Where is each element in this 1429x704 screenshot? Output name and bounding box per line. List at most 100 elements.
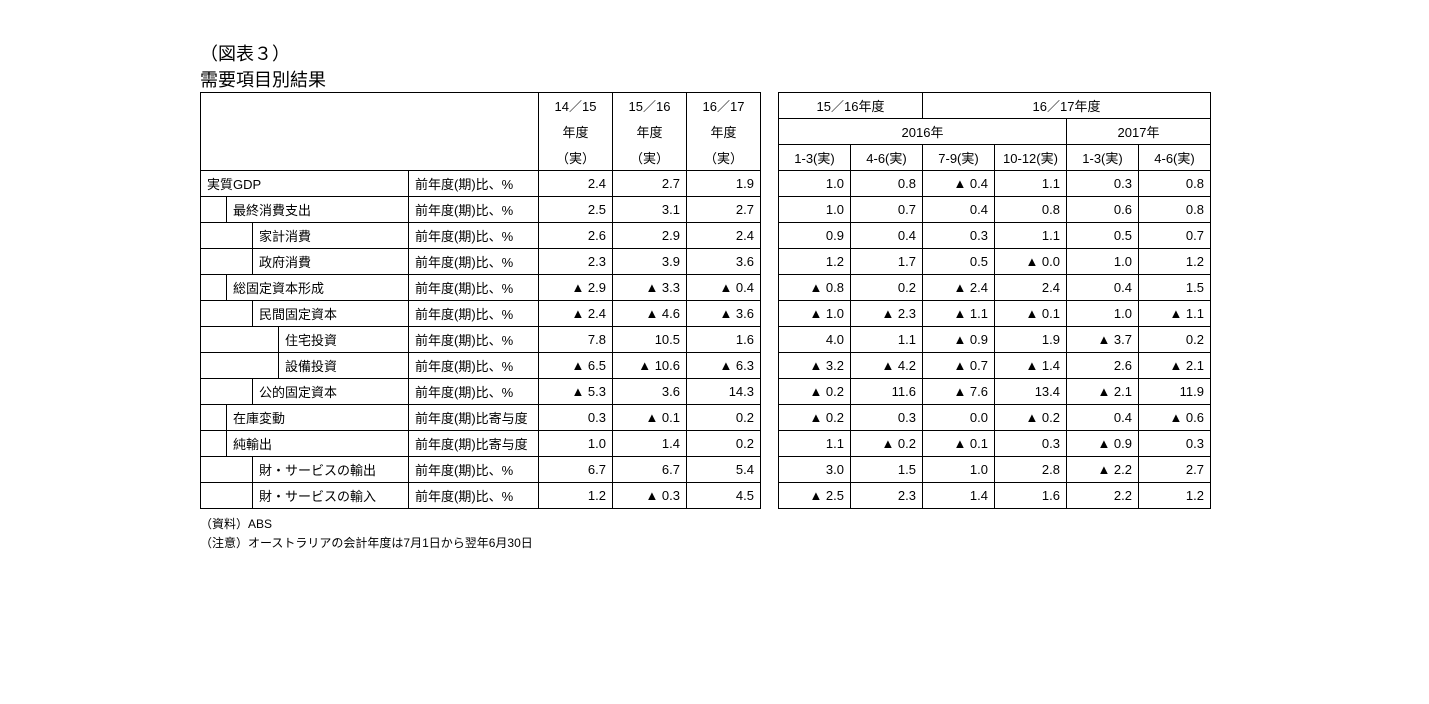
quarter-value: 0.5 [923,249,995,275]
annual-value: ▲ 6.5 [539,353,613,379]
quarter-value: ▲ 1.1 [1139,301,1211,327]
annual-value: 7.8 [539,327,613,353]
table-row: 民間固定資本前年度(期)比、%▲ 2.4▲ 4.6▲ 3.6▲ 1.0▲ 2.3… [201,301,1211,327]
col-year-2017: 2017年 [1067,119,1211,145]
quarter-value: 0.2 [851,275,923,301]
row-label: 総固定資本形成 [227,275,409,301]
row-label: 公的固定資本 [253,379,409,405]
quarter-value: 0.8 [995,197,1067,223]
quarter-value: ▲ 2.5 [779,483,851,509]
quarter-value: 1.1 [779,431,851,457]
quarter-value: ▲ 0.2 [995,405,1067,431]
quarter-value: ▲ 0.9 [1067,431,1139,457]
quarter-value: 2.7 [1139,457,1211,483]
quarter-value: ▲ 2.1 [1067,379,1139,405]
quarter-value: 0.8 [1139,171,1211,197]
annual-value: 0.2 [687,405,761,431]
annual-value: 2.7 [687,197,761,223]
quarter-value: ▲ 0.9 [923,327,995,353]
quarter-value: 0.9 [779,223,851,249]
quarter-value: ▲ 0.2 [779,379,851,405]
quarter-value: 2.6 [1067,353,1139,379]
quarter-value: 1.7 [851,249,923,275]
annual-value: ▲ 10.6 [613,353,687,379]
row-unit: 前年度(期)比寄与度 [409,405,539,431]
annual-value: 4.5 [687,483,761,509]
quarter-value: ▲ 0.8 [779,275,851,301]
annual-value: ▲ 0.3 [613,483,687,509]
annual-value: 0.2 [687,431,761,457]
quarter-value: 13.4 [995,379,1067,405]
annual-value: 1.2 [539,483,613,509]
row-unit: 前年度(期)比、% [409,275,539,301]
quarter-value: ▲ 1.4 [995,353,1067,379]
quarter-value: ▲ 2.4 [923,275,995,301]
quarter-value: 4.0 [779,327,851,353]
annual-value: 3.1 [613,197,687,223]
header-row-2: 年度 年度 年度 2016年 2017年 [201,119,1211,145]
caution-note: （注意）オーストラリアの会計年度は7月1日から翌年6月30日 [200,534,1369,553]
header-row-1: 14／15 15／16 16／17 15／16年度 16／17年度 [201,93,1211,119]
quarter-value: 0.7 [851,197,923,223]
row-label: 財・サービスの輸出 [253,457,409,483]
row-label: 実質GDP [201,171,409,197]
annual-value: 3.9 [613,249,687,275]
quarter-value: 0.3 [1067,171,1139,197]
quarter-value: ▲ 3.2 [779,353,851,379]
row-unit: 前年度(期)比、% [409,379,539,405]
col-q6: 4-6(実) [1139,145,1211,171]
quarter-value: 1.1 [995,223,1067,249]
row-unit: 前年度(期)比、% [409,301,539,327]
row-label: 民間固定資本 [253,301,409,327]
quarter-value: ▲ 2.2 [1067,457,1139,483]
annual-value: 2.7 [613,171,687,197]
annual-value: 2.9 [613,223,687,249]
quarter-value: ▲ 0.1 [995,301,1067,327]
annual-value: ▲ 5.3 [539,379,613,405]
row-unit: 前年度(期)比、% [409,223,539,249]
source-note: （資料）ABS [200,515,1369,534]
annual-value: 1.0 [539,431,613,457]
row-unit: 前年度(期)比、% [409,353,539,379]
annual-value: ▲ 4.6 [613,301,687,327]
data-table: 14／15 15／16 16／17 15／16年度 16／17年度 年度 年度 … [200,92,1211,509]
annual-value: 10.5 [613,327,687,353]
col-q3: 7-9(実) [923,145,995,171]
quarter-value: ▲ 7.6 [923,379,995,405]
quarter-value: 0.5 [1067,223,1139,249]
table-row: 最終消費支出前年度(期)比、%2.53.12.71.00.70.40.80.60… [201,197,1211,223]
quarter-value: 0.6 [1067,197,1139,223]
quarter-value: 11.9 [1139,379,1211,405]
row-label: 住宅投資 [279,327,409,353]
row-unit: 前年度(期)比、% [409,249,539,275]
quarter-value: 1.0 [779,171,851,197]
quarter-value: 2.4 [995,275,1067,301]
table-row: 政府消費前年度(期)比、%2.33.93.61.21.70.5▲ 0.01.01… [201,249,1211,275]
row-unit: 前年度(期)比、% [409,483,539,509]
quarter-value: 3.0 [779,457,851,483]
annual-value: ▲ 0.1 [613,405,687,431]
quarter-value: 1.2 [1139,249,1211,275]
row-label: 純輸出 [227,431,409,457]
quarter-value: 0.3 [851,405,923,431]
annual-value: 2.5 [539,197,613,223]
row-unit: 前年度(期)比、% [409,171,539,197]
annual-value: 14.3 [687,379,761,405]
quarter-value: ▲ 2.3 [851,301,923,327]
figure-number: （図表３） [200,40,1369,66]
quarter-value: 0.8 [1139,197,1211,223]
quarter-value: ▲ 4.2 [851,353,923,379]
figure-title: 需要項目別結果 [200,66,1369,92]
table-row: 在庫変動前年度(期)比寄与度0.3▲ 0.10.2▲ 0.20.30.0▲ 0.… [201,405,1211,431]
annual-value: 6.7 [539,457,613,483]
table-row: 設備投資前年度(期)比、%▲ 6.5▲ 10.6▲ 6.3▲ 3.2▲ 4.2▲… [201,353,1211,379]
quarter-value: 1.5 [1139,275,1211,301]
quarter-value: ▲ 1.1 [923,301,995,327]
col-y1-label: 14／15 [539,93,613,119]
annual-value: 6.7 [613,457,687,483]
row-label: 家計消費 [253,223,409,249]
row-unit: 前年度(期)比寄与度 [409,431,539,457]
quarter-value: ▲ 0.7 [923,353,995,379]
row-label: 設備投資 [279,353,409,379]
col-group-1516: 15／16年度 [779,93,923,119]
